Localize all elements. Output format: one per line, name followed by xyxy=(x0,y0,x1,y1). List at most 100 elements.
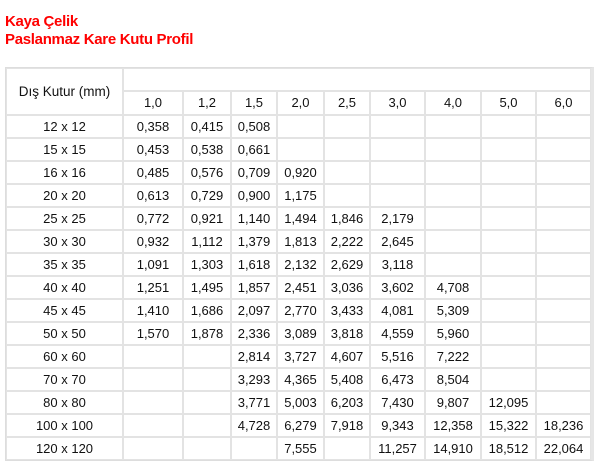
weight-cell xyxy=(425,115,481,138)
thickness-header: 5,0 xyxy=(481,90,536,115)
weight-cell: 4,559 xyxy=(370,322,425,345)
weight-cell xyxy=(425,207,481,230)
weight-cell: 6,473 xyxy=(370,368,425,391)
weight-cell: 0,932 xyxy=(123,230,183,253)
thickness-header: 2,0 xyxy=(277,90,324,115)
thickness-header: 1,5 xyxy=(231,90,277,115)
profile-weight-table: Dış Kutur (mm) 1,0 1,2 1,5 2,0 2,5 3,0 4,0 5,0 6… xyxy=(5,67,594,461)
weight-cell: 2,451 xyxy=(277,276,324,299)
weight-cell xyxy=(425,253,481,276)
table-row: 60 x 60 2,814 3,727 4,607 5,516 7,222 xyxy=(6,345,591,368)
weight-cell xyxy=(123,368,183,391)
weight-cell xyxy=(481,322,536,345)
weight-cell: 1,846 xyxy=(324,207,370,230)
weight-cell xyxy=(536,391,591,414)
size-cell: 120 x 120 xyxy=(6,437,123,460)
weight-cell: 3,089 xyxy=(277,322,324,345)
weight-cell: 1,813 xyxy=(277,230,324,253)
weight-cell xyxy=(425,230,481,253)
weight-cell xyxy=(536,230,591,253)
size-cell: 50 x 50 xyxy=(6,322,123,345)
weight-cell xyxy=(277,115,324,138)
weight-cell: 0,921 xyxy=(183,207,231,230)
weight-cell xyxy=(481,207,536,230)
weight-cell xyxy=(481,138,536,161)
weight-cell: 2,097 xyxy=(231,299,277,322)
size-cell: 20 x 20 xyxy=(6,184,123,207)
weight-cell: 0,538 xyxy=(183,138,231,161)
weight-cell: 2,222 xyxy=(324,230,370,253)
weight-cell: 1,495 xyxy=(183,276,231,299)
weight-cell: 3,433 xyxy=(324,299,370,322)
weight-cell: 7,430 xyxy=(370,391,425,414)
weight-cell xyxy=(370,138,425,161)
weight-cell: 14,910 xyxy=(425,437,481,460)
thickness-header: 2,5 xyxy=(324,90,370,115)
weight-cell: 3,818 xyxy=(324,322,370,345)
weight-cell xyxy=(481,368,536,391)
weight-cell xyxy=(481,253,536,276)
weight-cell: 15,322 xyxy=(481,414,536,437)
thickness-header: 1,2 xyxy=(183,90,231,115)
weight-cell: 9,807 xyxy=(425,391,481,414)
weight-cell xyxy=(536,345,591,368)
table-row: 12 x 12 0,358 0,415 0,508 xyxy=(6,115,591,138)
weight-cell: 1,175 xyxy=(277,184,324,207)
weight-cell: 4,365 xyxy=(277,368,324,391)
table-row: 35 x 35 1,091 1,303 1,618 2,132 2,629 3,118 xyxy=(6,253,591,276)
size-cell: 25 x 25 xyxy=(6,207,123,230)
weight-cell xyxy=(481,115,536,138)
weight-cell: 0,709 xyxy=(231,161,277,184)
weight-cell: 5,003 xyxy=(277,391,324,414)
weight-cell: 4,728 xyxy=(231,414,277,437)
weight-cell xyxy=(324,138,370,161)
thickness-header: 6,0 xyxy=(536,90,591,115)
page-title: Paslanmaz Kare Kutu Profil xyxy=(5,31,194,48)
table-row: 30 x 30 0,932 1,112 1,379 1,813 2,222 2,645 xyxy=(6,230,591,253)
weight-cell: 12,358 xyxy=(425,414,481,437)
weight-cell: 6,279 xyxy=(277,414,324,437)
weight-cell xyxy=(370,161,425,184)
weight-cell: 22,064 xyxy=(536,437,591,460)
weight-cell xyxy=(183,368,231,391)
weight-cell xyxy=(183,437,231,460)
weight-cell: 1,857 xyxy=(231,276,277,299)
size-cell: 16 x 16 xyxy=(6,161,123,184)
weight-cell: 1,112 xyxy=(183,230,231,253)
weight-cell xyxy=(536,299,591,322)
weight-cell: 1,686 xyxy=(183,299,231,322)
weight-cell: 0,576 xyxy=(183,161,231,184)
weight-cell: 1,091 xyxy=(123,253,183,276)
weight-cell: 7,918 xyxy=(324,414,370,437)
weight-cell: 0,358 xyxy=(123,115,183,138)
table-row: 50 x 50 1,570 1,878 2,336 3,089 3,818 4,559 5,9… xyxy=(6,322,591,345)
table-row: 40 x 40 1,251 1,495 1,857 2,451 3,036 3,602 4,7… xyxy=(6,276,591,299)
weight-cell: 3,602 xyxy=(370,276,425,299)
size-cell: 100 x 100 xyxy=(6,414,123,437)
weight-cell xyxy=(123,391,183,414)
weight-cell: 0,920 xyxy=(277,161,324,184)
weight-cell xyxy=(481,161,536,184)
weight-cell: 12,095 xyxy=(481,391,536,414)
weight-cell: 5,516 xyxy=(370,345,425,368)
weight-cell xyxy=(370,115,425,138)
weight-cell: 2,814 xyxy=(231,345,277,368)
weight-cell xyxy=(536,161,591,184)
weight-cell xyxy=(370,184,425,207)
weight-cell: 5,408 xyxy=(324,368,370,391)
weight-cell xyxy=(481,299,536,322)
size-cell: 45 x 45 xyxy=(6,299,123,322)
table-row: 80 x 80 3,771 5,003 6,203 7,430 9,807 12,095 xyxy=(6,391,591,414)
weight-cell xyxy=(481,276,536,299)
weight-cell: 0,453 xyxy=(123,138,183,161)
weight-cell: 2,336 xyxy=(231,322,277,345)
weight-cell: 8,504 xyxy=(425,368,481,391)
weight-cell: 1,570 xyxy=(123,322,183,345)
table-row: 16 x 16 0,485 0,576 0,709 0,920 xyxy=(6,161,591,184)
weight-cell: 18,512 xyxy=(481,437,536,460)
weight-cell xyxy=(536,184,591,207)
weight-cell xyxy=(324,184,370,207)
weight-cell: 5,309 xyxy=(425,299,481,322)
weight-cell xyxy=(425,184,481,207)
weight-cell: 2,770 xyxy=(277,299,324,322)
